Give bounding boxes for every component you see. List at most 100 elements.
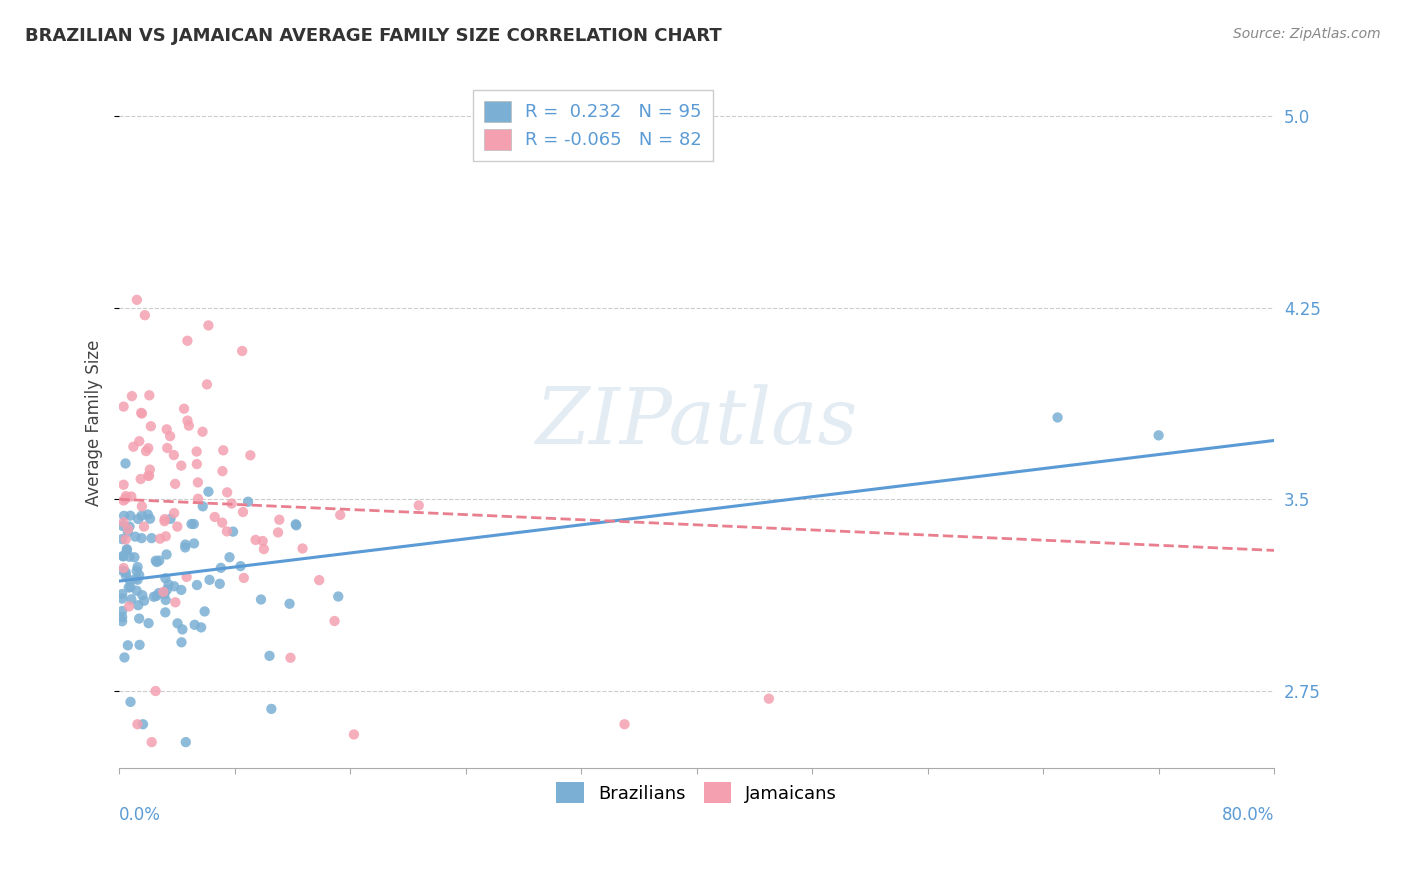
Point [128, 568, 150, 582]
Point [197, 318, 219, 333]
Point [329, 508, 352, 522]
Point [127, 560, 149, 574]
Point [139, 419, 162, 434]
Y-axis label: Average Family Size: Average Family Size [86, 339, 103, 506]
Point [118, 599, 141, 614]
Point [139, 462, 162, 476]
Point [215, 524, 238, 539]
Point [128, 611, 150, 625]
Point [328, 590, 350, 604]
Point [124, 550, 146, 565]
Text: 80.0%: 80.0% [1222, 805, 1274, 823]
Point [166, 616, 188, 631]
Point [218, 550, 240, 565]
Point [115, 489, 138, 503]
Point [229, 559, 252, 574]
Point [232, 505, 254, 519]
Point [170, 458, 193, 473]
Point [163, 506, 186, 520]
Point [165, 595, 187, 609]
Point [111, 519, 134, 533]
Point [217, 485, 239, 500]
Point [163, 448, 186, 462]
Point [159, 512, 181, 526]
Point [111, 532, 134, 546]
Point [208, 576, 231, 591]
Point [172, 623, 194, 637]
Point [155, 529, 177, 543]
Point [127, 573, 149, 587]
Point [187, 475, 209, 490]
Point [186, 444, 208, 458]
Point [221, 497, 243, 511]
Point [146, 555, 169, 569]
Point [212, 443, 235, 458]
Point [121, 389, 143, 403]
Point [120, 580, 142, 594]
Point [134, 308, 156, 322]
Point [291, 541, 314, 556]
Point [131, 407, 153, 421]
Point [138, 616, 160, 631]
Point [157, 577, 180, 591]
Point [211, 516, 233, 530]
Point [112, 561, 135, 575]
Point [1147, 428, 1170, 442]
Point [174, 735, 197, 749]
Point [131, 508, 153, 523]
Point [125, 583, 148, 598]
Point [187, 491, 209, 506]
Point [118, 519, 141, 533]
Point [114, 533, 136, 547]
Point [115, 543, 138, 558]
Point [183, 536, 205, 550]
Point [135, 444, 157, 458]
Point [323, 614, 346, 628]
Point [758, 691, 780, 706]
Point [186, 457, 208, 471]
Point [183, 516, 205, 531]
Point [112, 493, 135, 508]
Point [190, 620, 212, 634]
Point [252, 534, 274, 549]
Point [166, 519, 188, 533]
Point [141, 531, 163, 545]
Point [284, 517, 307, 532]
Point [112, 400, 135, 414]
Point [145, 589, 167, 603]
Point [120, 592, 142, 607]
Text: BRAZILIAN VS JAMAICAN AVERAGE FAMILY SIZE CORRELATION CHART: BRAZILIAN VS JAMAICAN AVERAGE FAMILY SIZ… [25, 27, 723, 45]
Point [239, 448, 262, 462]
Point [131, 500, 153, 514]
Point [308, 573, 330, 587]
Point [125, 572, 148, 586]
Point [197, 484, 219, 499]
Point [153, 587, 176, 601]
Point [186, 578, 208, 592]
Point [128, 638, 150, 652]
Point [177, 418, 200, 433]
Point [136, 468, 159, 483]
Point [156, 582, 179, 597]
Point [114, 457, 136, 471]
Point [159, 429, 181, 443]
Point [112, 477, 135, 491]
Point [112, 508, 135, 523]
Point [155, 606, 177, 620]
Point [152, 585, 174, 599]
Point [155, 571, 177, 585]
Point [114, 491, 136, 506]
Point [170, 635, 193, 649]
Point [117, 522, 139, 536]
Point [142, 590, 165, 604]
Point [111, 614, 134, 628]
Point [136, 508, 159, 522]
Point [253, 542, 276, 557]
Point [132, 717, 155, 731]
Point [267, 525, 290, 540]
Point [118, 581, 141, 595]
Point [245, 533, 267, 547]
Point [174, 541, 197, 555]
Point [115, 542, 138, 557]
Point [111, 564, 134, 578]
